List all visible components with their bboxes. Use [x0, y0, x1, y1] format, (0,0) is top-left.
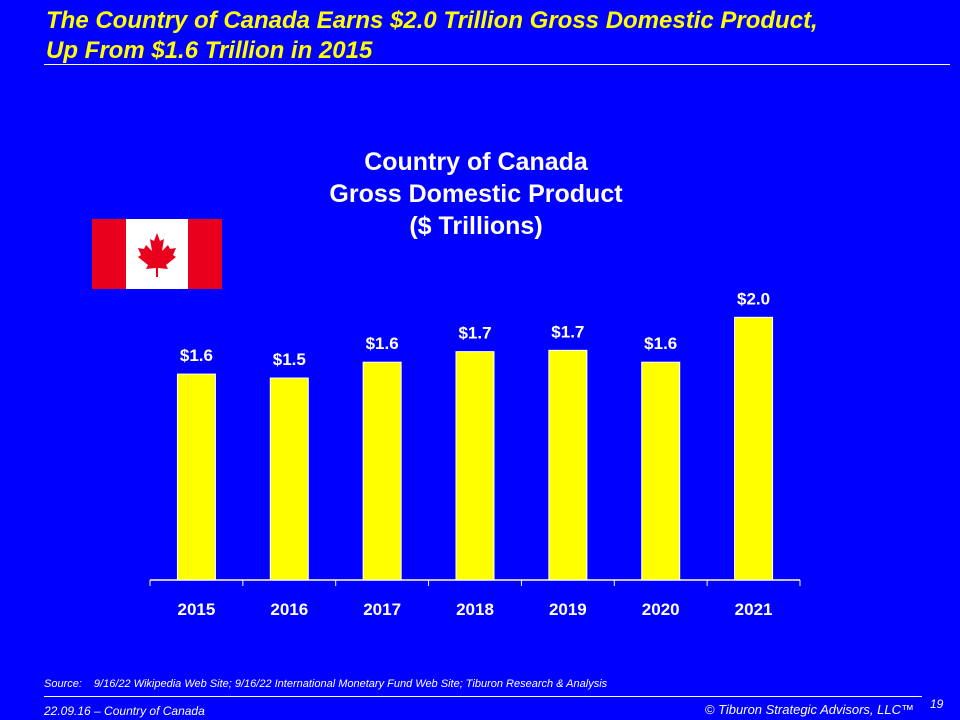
slide-title-line-2: Up From $1.6 Trillion in 2015: [46, 37, 373, 64]
slide-title-line-1: The Country of Canada Earns $2.0 Trillio…: [46, 7, 818, 34]
data-label-2015: $1.6: [180, 346, 213, 365]
x-tick-label-2019: 2019: [549, 600, 587, 619]
data-label-2016: $1.5: [273, 350, 306, 369]
source-note: Source: 9/16/22 Wikipedia Web Site; 9/16/…: [44, 678, 619, 690]
canada-flag-icon: [92, 219, 222, 289]
bar-2016: [269, 377, 309, 581]
chart-title: Country of Canada Gross Domestic Product…: [276, 146, 676, 242]
page-number: 19: [930, 697, 944, 711]
slide-title: The Country of Canada Earns $2.0 Trillio…: [46, 6, 946, 66]
bar-2015: [176, 373, 216, 581]
footer-divider: [44, 696, 922, 697]
x-tick-label-2020: 2020: [642, 600, 680, 619]
bar-2020: [641, 361, 681, 581]
x-tick-label-2016: 2016: [270, 600, 308, 619]
footer-copyright: © Tiburon Strategic Advisors, LLC™: [704, 702, 914, 717]
bar-2019: [548, 349, 588, 581]
source-text: 9/16/22 Wikipedia Web Site; 9/16/22 Inte…: [93, 678, 608, 690]
x-tick-label-2021: 2021: [735, 600, 773, 619]
x-tick-label-2018: 2018: [456, 600, 494, 619]
data-label-2017: $1.6: [366, 334, 399, 353]
data-label-2019: $1.7: [551, 322, 584, 341]
x-tick-label-2017: 2017: [363, 600, 401, 619]
footer-date-topic: 22.09.16 – Country of Canada: [44, 704, 205, 718]
bar-2018: [455, 351, 495, 581]
x-tick-label-2015: 2015: [178, 600, 216, 619]
chart-title-line-1: Country of Canada: [364, 148, 588, 176]
data-label-2021: $2.0: [737, 289, 770, 308]
chart-title-line-2: Gross Domestic Product: [329, 180, 623, 208]
bar-2017: [362, 361, 402, 581]
data-label-2018: $1.7: [458, 324, 491, 343]
chart-title-line-3: ($ Trillions): [409, 212, 543, 240]
source-label: Source:: [44, 678, 82, 690]
data-label-2020: $1.6: [644, 334, 677, 353]
bar-2021: [734, 316, 774, 581]
title-divider: [44, 64, 950, 65]
